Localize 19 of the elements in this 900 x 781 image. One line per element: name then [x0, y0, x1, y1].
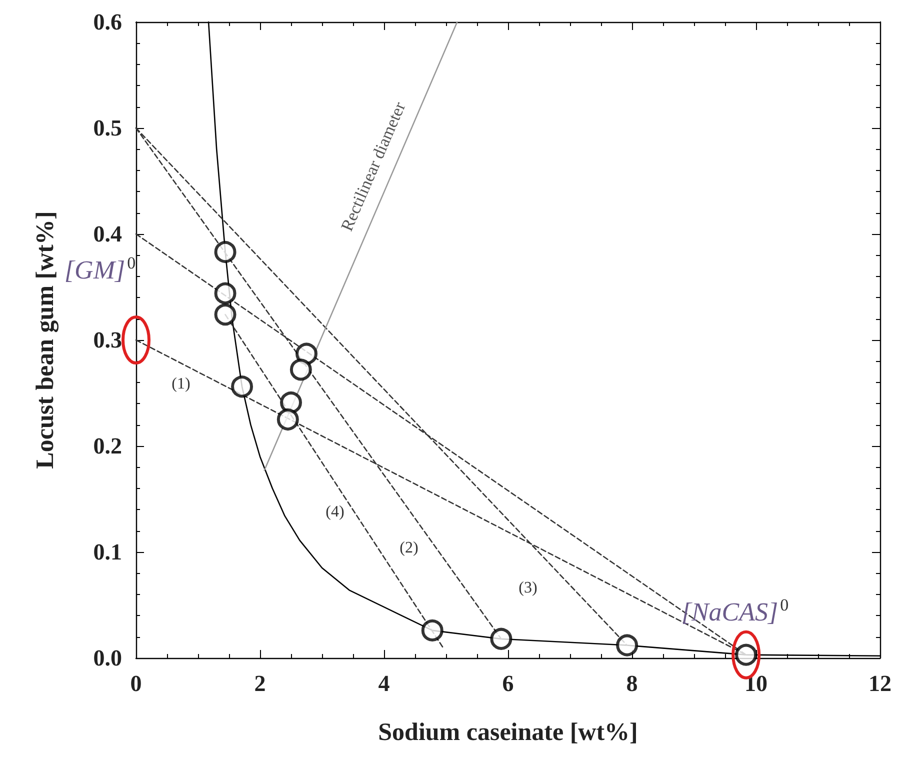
annotation: (4) [326, 504, 344, 520]
annotation: (1) [172, 376, 190, 392]
x-tick-label: 2 [254, 671, 266, 696]
y-tick-label: 0.1 [93, 540, 122, 564]
y-tick-label: 0.4 [93, 222, 122, 246]
x-axis-title: Sodium caseinate [wt%] [378, 719, 638, 746]
y-axis-title: Locust bean gum [wt%] [32, 211, 59, 469]
y-tick-label: 0.3 [93, 328, 122, 352]
x-tick-label: 12 [868, 671, 892, 696]
annotation: (3) [518, 580, 538, 596]
x-tick-label: 0 [130, 671, 142, 696]
x-tick-label: 4 [378, 671, 390, 696]
y-tick-label: 0.5 [93, 116, 122, 140]
y-tick-label: 0.6 [93, 10, 122, 34]
y-tick-label: 0.0 [93, 646, 122, 670]
annotation: (2) [400, 540, 418, 556]
y-tick-label: 0.2 [93, 434, 122, 458]
x-tick-label: 8 [626, 671, 638, 696]
x-tick-label: 6 [502, 671, 514, 696]
